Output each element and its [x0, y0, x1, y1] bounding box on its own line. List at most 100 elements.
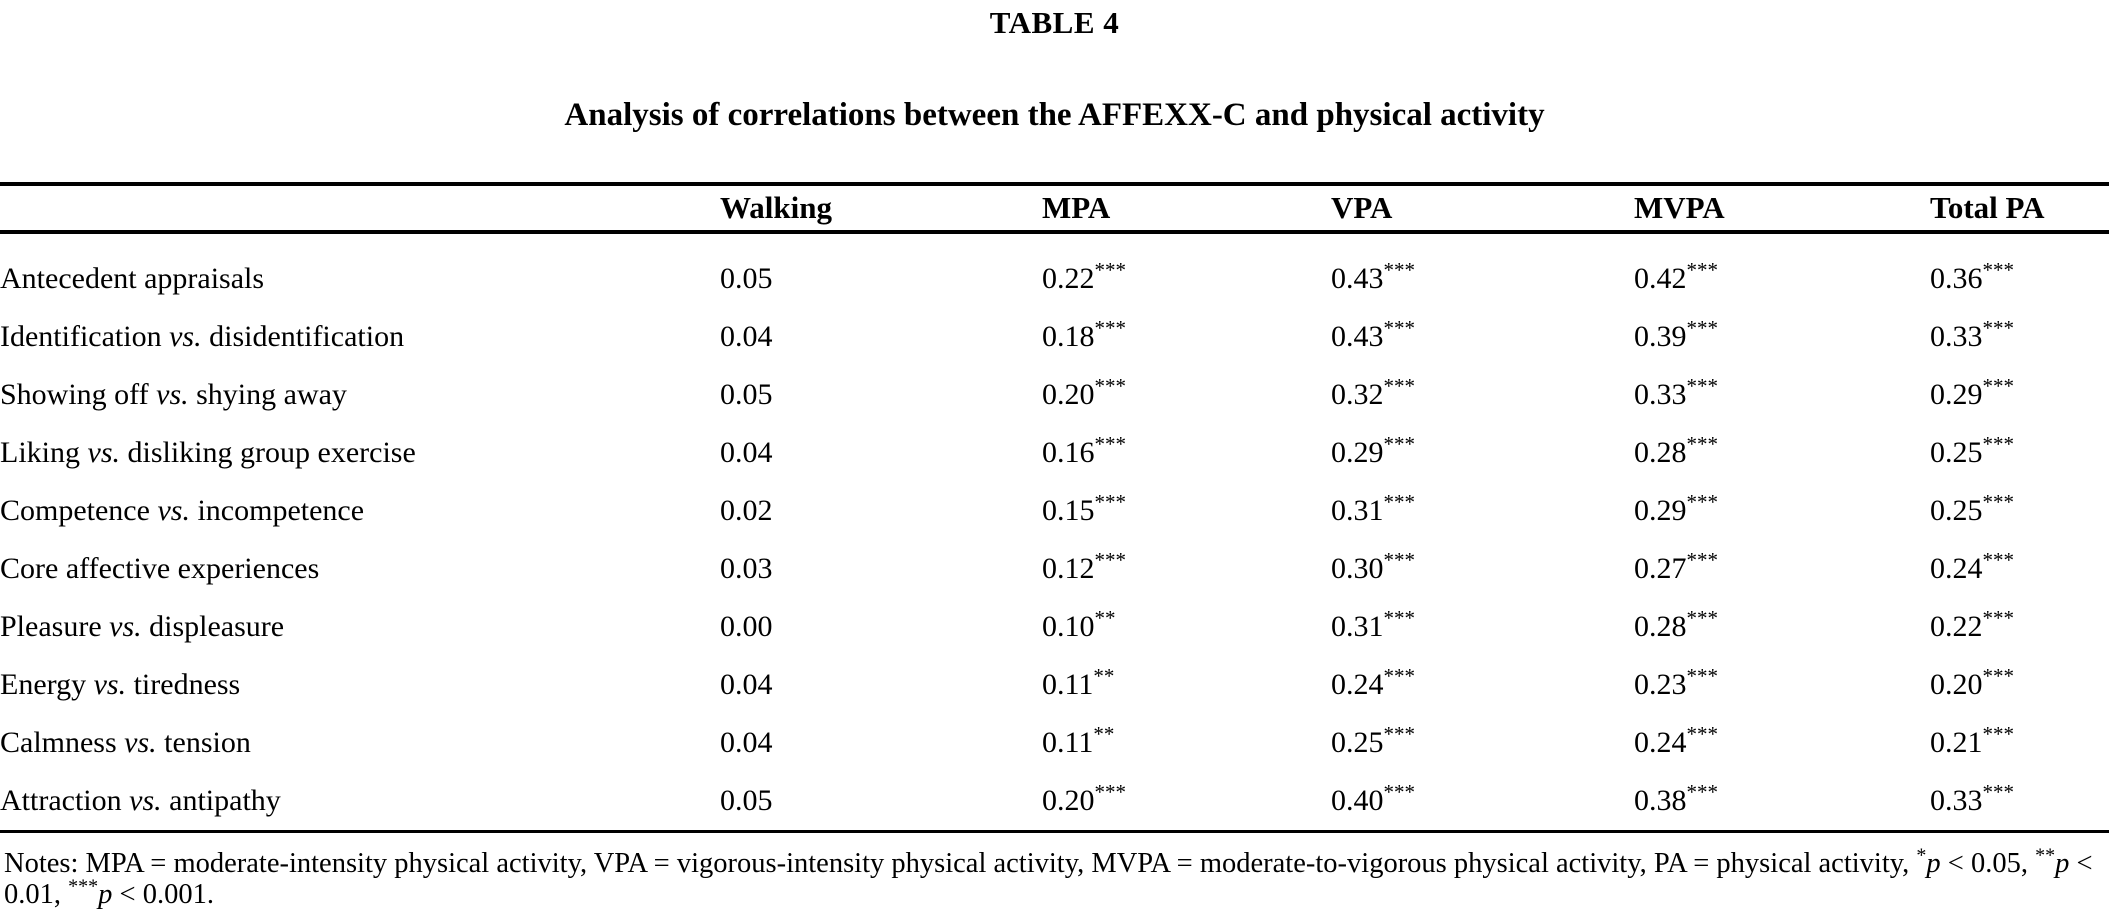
correlation-value: 0.29: [1331, 436, 1384, 469]
row-label: Core affective experiences: [0, 540, 720, 598]
significance-stars: ***: [1686, 432, 1719, 456]
cell-walking: 0.04: [720, 308, 1042, 366]
cell-walking: 0.04: [720, 424, 1042, 482]
cell-mpa: 0.18***: [1042, 308, 1331, 366]
correlation-value: 0.05: [720, 262, 773, 295]
row-label: Liking vs. disliking group exercise: [0, 424, 720, 482]
significance-stars: ***: [1383, 258, 1416, 282]
correlation-value: 0.24: [1634, 726, 1687, 759]
header-row: Walking MPA VPA MVPA Total PA: [0, 184, 2109, 234]
row-label-text: Identification: [0, 320, 170, 353]
correlation-value: 0.25: [1930, 494, 1983, 527]
correlation-value: 0.29: [1930, 378, 1983, 411]
significance-stars: **: [1093, 722, 1115, 746]
cell-total-pa: 0.22***: [1930, 598, 2109, 656]
significance-stars: ***: [1383, 606, 1416, 630]
significance-stars: ***: [1094, 548, 1127, 572]
cell-total-pa: 0.33***: [1930, 772, 2109, 832]
cell-mvpa: 0.28***: [1634, 424, 1930, 482]
vs-italic: vs.: [109, 610, 142, 643]
significance-stars: **: [1093, 664, 1115, 688]
correlation-value: 0.30: [1331, 552, 1384, 585]
correlation-value: 0.25: [1930, 436, 1983, 469]
cell-walking: 0.04: [720, 714, 1042, 772]
correlation-value: 0.38: [1634, 784, 1687, 817]
significance-stars: ***: [1686, 664, 1719, 688]
significance-stars: ***: [1383, 780, 1416, 804]
cell-mvpa: 0.38***: [1634, 772, 1930, 832]
cell-mpa: 0.20***: [1042, 366, 1331, 424]
cell-mvpa: 0.27***: [1634, 540, 1930, 598]
significance-stars: ***: [1982, 432, 2015, 456]
correlation-value: 0.22: [1042, 262, 1095, 295]
correlation-value: 0.10: [1042, 610, 1095, 643]
significance-stars: ***: [1383, 664, 1416, 688]
cell-mvpa: 0.39***: [1634, 308, 1930, 366]
correlation-value: 0.04: [720, 436, 773, 469]
cell-walking: 0.03: [720, 540, 1042, 598]
correlation-value: 0.20: [1042, 784, 1095, 817]
correlation-value: 0.36: [1930, 262, 1983, 295]
cell-total-pa: 0.36***: [1930, 232, 2109, 308]
table-row: Showing off vs. shying away 0.05 0.20***…: [0, 366, 2109, 424]
cell-mvpa: 0.42***: [1634, 232, 1930, 308]
correlation-value: 0.33: [1930, 320, 1983, 353]
correlation-value: 0.04: [720, 726, 773, 759]
vs-italic: vs.: [87, 436, 121, 469]
correlation-value: 0.21: [1930, 726, 1983, 759]
table-row: Calmness vs. tension 0.04 0.11** 0.25***…: [0, 714, 2109, 772]
significance-stars: ***: [68, 875, 99, 898]
row-label-text: Antecedent appraisals: [0, 262, 265, 295]
significance-stars: ***: [1982, 316, 2015, 340]
cell-total-pa: 0.21***: [1930, 714, 2109, 772]
significance-stars: ***: [1982, 258, 2015, 282]
significance-stars: **: [2035, 844, 2056, 867]
significance-stars: ***: [1383, 722, 1416, 746]
significance-stars: *: [1916, 844, 1927, 867]
cell-walking: 0.00: [720, 598, 1042, 656]
correlation-value: 0.04: [720, 668, 773, 701]
cell-mpa: 0.12***: [1042, 540, 1331, 598]
correlation-value: 0.11: [1042, 668, 1094, 701]
row-label: Pleasure vs. displeasure: [0, 598, 720, 656]
significance-stars: ***: [1686, 374, 1719, 398]
cell-walking: 0.05: [720, 232, 1042, 308]
correlation-value: 0.31: [1331, 610, 1384, 643]
table-row: Identification vs. disidentification 0.0…: [0, 308, 2109, 366]
cell-total-pa: 0.33***: [1930, 308, 2109, 366]
notes-text: < 0.05,: [1940, 848, 2036, 879]
row-label-text: disliking group exercise: [120, 436, 416, 469]
correlation-value: 0.05: [720, 378, 773, 411]
significance-stars: ***: [1686, 490, 1719, 514]
significance-stars: ***: [1094, 316, 1127, 340]
significance-stars: ***: [1094, 432, 1127, 456]
row-label-text: Core affective experiences: [0, 552, 320, 585]
correlation-value: 0.00: [720, 610, 773, 643]
vs-italic: vs.: [157, 494, 190, 527]
cell-mpa: 0.10**: [1042, 598, 1331, 656]
significance-stars: ***: [1686, 780, 1719, 804]
row-label-text: shying away: [188, 378, 347, 411]
table-row: Liking vs. disliking group exercise 0.04…: [0, 424, 2109, 482]
significance-stars: ***: [1686, 316, 1719, 340]
significance-stars: ***: [1383, 490, 1416, 514]
column-header-empty: [0, 184, 720, 234]
table-row: Pleasure vs. displeasure 0.00 0.10** 0.3…: [0, 598, 2109, 656]
cell-total-pa: 0.20***: [1930, 656, 2109, 714]
row-label: Energy vs. tiredness: [0, 656, 720, 714]
correlation-value: 0.05: [720, 784, 773, 817]
significance-stars: ***: [1982, 374, 2015, 398]
correlation-value: 0.18: [1042, 320, 1095, 353]
column-header-mvpa: MVPA: [1634, 184, 1930, 234]
significance-stars: ***: [1383, 374, 1416, 398]
significance-stars: ***: [1982, 664, 2015, 688]
significance-stars: ***: [1686, 548, 1719, 572]
cell-vpa: 0.29***: [1331, 424, 1634, 482]
column-header-mpa: MPA: [1042, 184, 1331, 234]
significance-stars: **: [1094, 606, 1116, 630]
column-header-vpa: VPA: [1331, 184, 1634, 234]
correlation-value: 0.02: [720, 494, 773, 527]
significance-stars: ***: [1686, 258, 1719, 282]
correlation-value: 0.33: [1930, 784, 1983, 817]
correlation-value: 0.28: [1634, 436, 1687, 469]
